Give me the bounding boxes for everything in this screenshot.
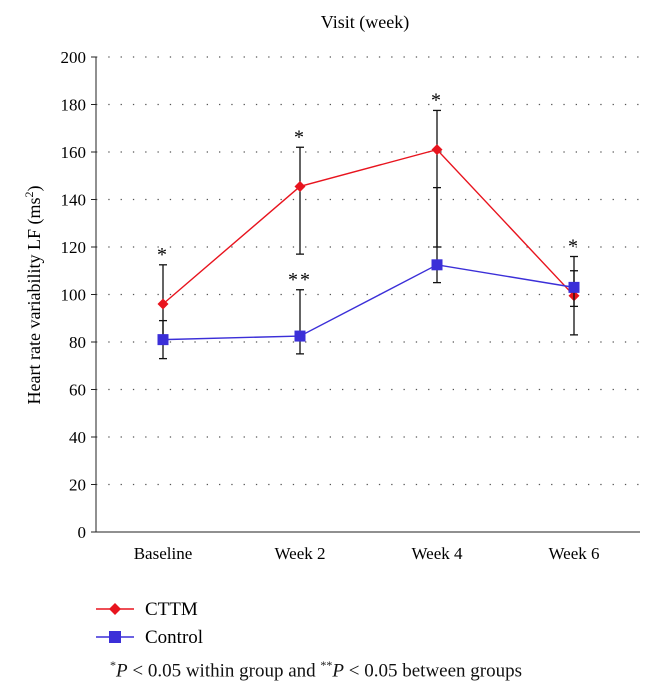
legend: CTTM Control [96,599,203,648]
y-tick-label-160: 160 [61,143,87,162]
y-tick-label-20: 20 [69,476,86,495]
x-axis-ticks: Baseline Week 2 Week 4 Week 6 [134,544,600,563]
gridlines [96,56,640,486]
significance-mark-cttm-0: * [157,244,169,266]
series-cttm: **** [157,89,580,338]
legend-label-control: Control [145,627,203,648]
data-point-cttm-2 [431,144,443,156]
data-point-control-2 [431,259,443,271]
x-tick-label-week-4: Week 4 [411,544,463,563]
significance-mark-control-1: ** [288,269,312,291]
x-tick-label-baseline: Baseline [134,544,193,563]
chart-title: Visit (week) [321,12,409,33]
data-point-control-3 [568,281,580,293]
significance-mark-cttm-2: * [431,89,443,111]
data-point-control-0 [157,334,169,346]
legend-item-cttm: CTTM [96,599,198,620]
error-bar-cttm-1 [296,146,304,255]
data-point-control-1 [294,330,306,342]
data-point-cttm-1 [294,180,306,192]
y-tick-label-0: 0 [78,523,87,542]
legend-label-cttm: CTTM [145,599,198,620]
y-tick-label-120: 120 [61,238,87,257]
y-tick-label-140: 140 [61,191,87,210]
legend-marker-control [109,631,121,643]
series-layer: ****** [157,89,580,360]
y-tick-label-80: 80 [69,333,86,352]
y-tick-label-60: 60 [69,381,86,400]
y-axis-ticks: 0 20 40 60 80 100 120 140 160 180 200 [61,48,96,542]
y-tick-label-180: 180 [61,96,87,115]
series-line-cttm [162,148,575,305]
legend-item-control: Control [96,627,203,648]
y-tick-label-40: 40 [69,428,86,447]
legend-marker-cttm [109,603,121,615]
y-tick-label-100: 100 [61,286,87,305]
y-axis-title: Heart rate variability LF (ms2) [22,186,45,405]
series-line-control [162,264,575,341]
significance-mark-cttm-3: * [568,236,580,258]
significance-footnote: *P < 0.05 within group and **P < 0.05 be… [110,658,523,682]
error-bar-control-1 [296,289,304,355]
y-tick-label-200: 200 [61,48,87,67]
x-tick-label-week-6: Week 6 [548,544,599,563]
x-tick-label-week-2: Week 2 [274,544,325,563]
series-control: ** [157,186,580,360]
data-point-cttm-0 [157,298,169,310]
significance-mark-cttm-1: * [294,126,306,148]
axes [95,57,640,533]
